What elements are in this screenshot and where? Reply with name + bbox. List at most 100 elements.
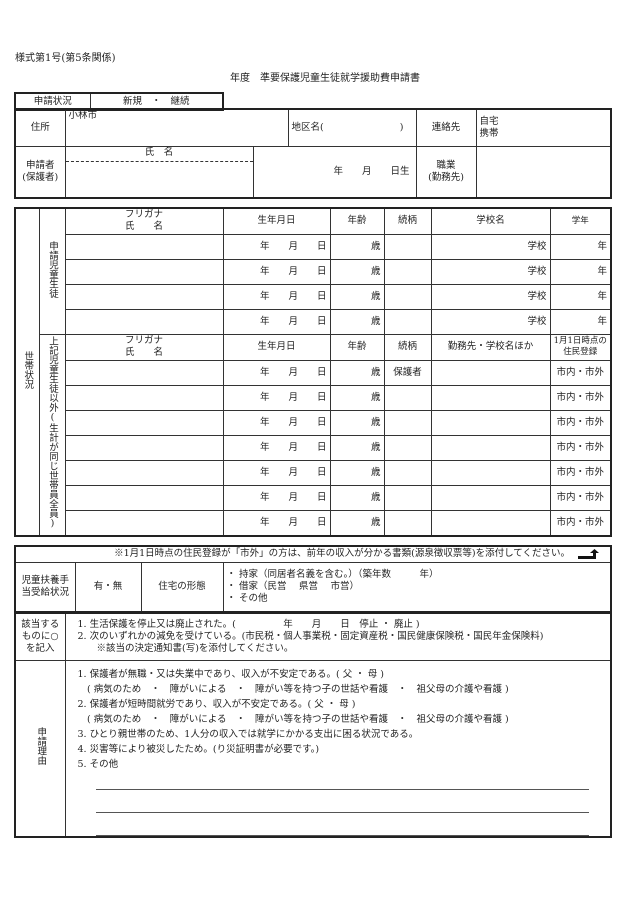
- student-grade-cell[interactable]: 年: [549, 308, 612, 335]
- student-name-cell[interactable]: [64, 233, 224, 260]
- applicant-label: 申請者 (保護者): [14, 145, 66, 199]
- member-residence-cell[interactable]: 市内・市外: [549, 409, 612, 436]
- member-birth-cell[interactable]: 年 月 日: [222, 359, 331, 386]
- reason-item-2-detail[interactable]: ( 病気のため ・ 障がいによる ・ 障がい等を持つ子の世話や看護 ・ 祖父母の…: [77, 713, 509, 725]
- reason-item-1[interactable]: 1. 保護者が無職・又は失業中であり、収入が不安定である。( 父 ・ 母 ): [77, 668, 385, 680]
- job-field[interactable]: [475, 145, 612, 199]
- member-name-cell[interactable]: [64, 484, 224, 511]
- student-school-cell[interactable]: 学校: [430, 258, 551, 285]
- member-birth-cell[interactable]: 年 月 日: [222, 384, 331, 411]
- district-field[interactable]: 地区名( ): [287, 108, 417, 147]
- student-name-cell[interactable]: [64, 308, 224, 335]
- contact-field[interactable]: 自宅 携帯: [475, 108, 612, 147]
- member-work-cell[interactable]: [430, 434, 551, 461]
- other-reason-line-1[interactable]: [95, 774, 589, 790]
- member-birth-cell[interactable]: 年 月 日: [222, 459, 331, 486]
- member-residence-cell[interactable]: 市内・市外: [549, 484, 612, 511]
- other-reason-line-3[interactable]: [95, 813, 589, 836]
- student-grade-cell[interactable]: 年: [549, 258, 612, 285]
- student-school-cell[interactable]: 学校: [430, 283, 551, 310]
- student-row: 年 月 日歳 学校年: [15, 283, 612, 310]
- applicant-name-field[interactable]: 氏 名: [64, 145, 254, 199]
- member-relation-cell[interactable]: [383, 434, 432, 461]
- student-birth-cell[interactable]: 年 月 日: [222, 308, 331, 335]
- address-field[interactable]: 小林市: [64, 108, 289, 147]
- member-residence-cell[interactable]: 市内・市外: [549, 434, 612, 461]
- applicant-birthdate-field[interactable]: 年 月 日生: [252, 145, 417, 199]
- header-name: フリガナ氏 名: [64, 207, 224, 235]
- member-relation-cell[interactable]: [383, 459, 432, 486]
- member-relation-cell[interactable]: [383, 384, 432, 411]
- member-birth-cell[interactable]: 年 月 日: [222, 509, 331, 536]
- member-relation-cell[interactable]: [383, 484, 432, 511]
- housing-own[interactable]: ・ 持家（同居者名義を含む。）（築年数 年）: [226, 568, 439, 580]
- student-grade-cell[interactable]: 年: [549, 283, 612, 310]
- student-relation-cell[interactable]: [383, 308, 432, 335]
- member-name-cell[interactable]: [64, 409, 224, 436]
- housing-rent[interactable]: ・ 借家（民営 県営 市営）: [226, 580, 360, 592]
- student-age-cell[interactable]: 歳: [329, 233, 385, 260]
- member-birth-cell[interactable]: 年 月 日: [222, 434, 331, 461]
- member-age-cell[interactable]: 歳: [329, 434, 385, 461]
- student-school-cell[interactable]: 学校: [430, 233, 551, 260]
- applicable-label: 該当するものに○を記入: [14, 612, 66, 661]
- student-row: 年 月 日歳 学校年: [15, 258, 612, 285]
- member-work-cell[interactable]: [430, 459, 551, 486]
- member-age-cell[interactable]: 歳: [329, 409, 385, 436]
- member-name-cell[interactable]: [64, 509, 224, 536]
- student-name-cell[interactable]: [64, 283, 224, 310]
- student-relation-cell[interactable]: [383, 258, 432, 285]
- member-work-cell[interactable]: [430, 384, 551, 411]
- reason-item-5[interactable]: 5. その他: [77, 758, 119, 770]
- member-residence-cell[interactable]: 市内・市外: [549, 359, 612, 386]
- other-reason-line-2[interactable]: [95, 790, 589, 813]
- member-name-cell[interactable]: [64, 434, 224, 461]
- member-name-cell[interactable]: [64, 359, 224, 386]
- member-residence-cell[interactable]: 市内・市外: [549, 384, 612, 411]
- others-group-label: 上記児童生徒以外(生計が同じ世帯員全員): [38, 333, 66, 536]
- student-age-cell[interactable]: 歳: [329, 258, 385, 285]
- member-age-cell[interactable]: 歳: [329, 459, 385, 486]
- member-work-cell[interactable]: [430, 359, 551, 386]
- applicable-item-1[interactable]: 1. 生活保護を停止又は廃止された。( 年 月 日 停止 ・ 廃止 ): [77, 618, 420, 630]
- student-age-cell[interactable]: 歳: [329, 308, 385, 335]
- member-row: 年 月 日歳 市内・市外: [15, 484, 612, 511]
- member-age-cell[interactable]: 歳: [329, 384, 385, 411]
- member-birth-cell[interactable]: 年 月 日: [222, 484, 331, 511]
- mobile-phone-label: 携帯: [479, 127, 499, 139]
- housing-options[interactable]: ・ 持家（同居者名義を含む。）（築年数 年） ・ 借家（民営 県営 市営） ・ …: [222, 561, 612, 613]
- student-school-cell[interactable]: 学校: [430, 308, 551, 335]
- reason-item-4[interactable]: 4. 災害等により被災したため。(り災証明書が必要です。): [77, 743, 320, 755]
- student-name-cell[interactable]: [64, 258, 224, 285]
- student-birth-cell[interactable]: 年 月 日: [222, 233, 331, 260]
- member-relation-cell[interactable]: [383, 509, 432, 536]
- student-birth-cell[interactable]: 年 月 日: [222, 283, 331, 310]
- member-age-cell[interactable]: 歳: [329, 509, 385, 536]
- member-relation-cell[interactable]: 保護者: [383, 359, 432, 386]
- member-residence-cell[interactable]: 市内・市外: [549, 509, 612, 536]
- student-grade-cell[interactable]: 年: [549, 233, 612, 260]
- reason-item-1-detail[interactable]: ( 病気のため ・ 障がいによる ・ 障がい等を持つ子の世話や看護 ・ 祖父母の…: [77, 683, 509, 695]
- member-work-cell[interactable]: [430, 484, 551, 511]
- student-relation-cell[interactable]: [383, 283, 432, 310]
- member-age-cell[interactable]: 歳: [329, 484, 385, 511]
- member-relation-cell[interactable]: [383, 409, 432, 436]
- student-age-cell[interactable]: 歳: [329, 283, 385, 310]
- member-work-cell[interactable]: [430, 509, 551, 536]
- contact-label: 連絡先: [415, 108, 477, 147]
- member-age-cell[interactable]: 歳: [329, 359, 385, 386]
- member-name-cell[interactable]: [64, 384, 224, 411]
- student-relation-cell[interactable]: [383, 233, 432, 260]
- applicable-item-2[interactable]: 2. 次のいずれかの減免を受けている。(市民税・個人事業税・固定資産税・国民健康…: [77, 630, 544, 642]
- reason-item-3[interactable]: 3. ひとり親世帯のため、1人分の収入では就学にかかる支出に困る状況である。: [77, 728, 419, 740]
- member-name-cell[interactable]: [64, 459, 224, 486]
- allowance-value[interactable]: 有・無: [74, 561, 142, 613]
- student-birth-cell[interactable]: 年 月 日: [222, 258, 331, 285]
- member-residence-cell[interactable]: 市内・市外: [549, 459, 612, 486]
- member-birth-cell[interactable]: 年 月 日: [222, 409, 331, 436]
- residence-note-text: ※1月1日時点の住民登録が「市外」の方は、前年の収入が分かる書類(源泉徴収票等)…: [114, 548, 570, 560]
- housing-other[interactable]: ・ その他: [226, 592, 268, 604]
- header-age: 年齢: [329, 333, 385, 361]
- reason-item-2[interactable]: 2. 保護者が短時間就労であり、収入が不安定である。( 父 ・ 母 ): [77, 698, 356, 710]
- member-work-cell[interactable]: [430, 409, 551, 436]
